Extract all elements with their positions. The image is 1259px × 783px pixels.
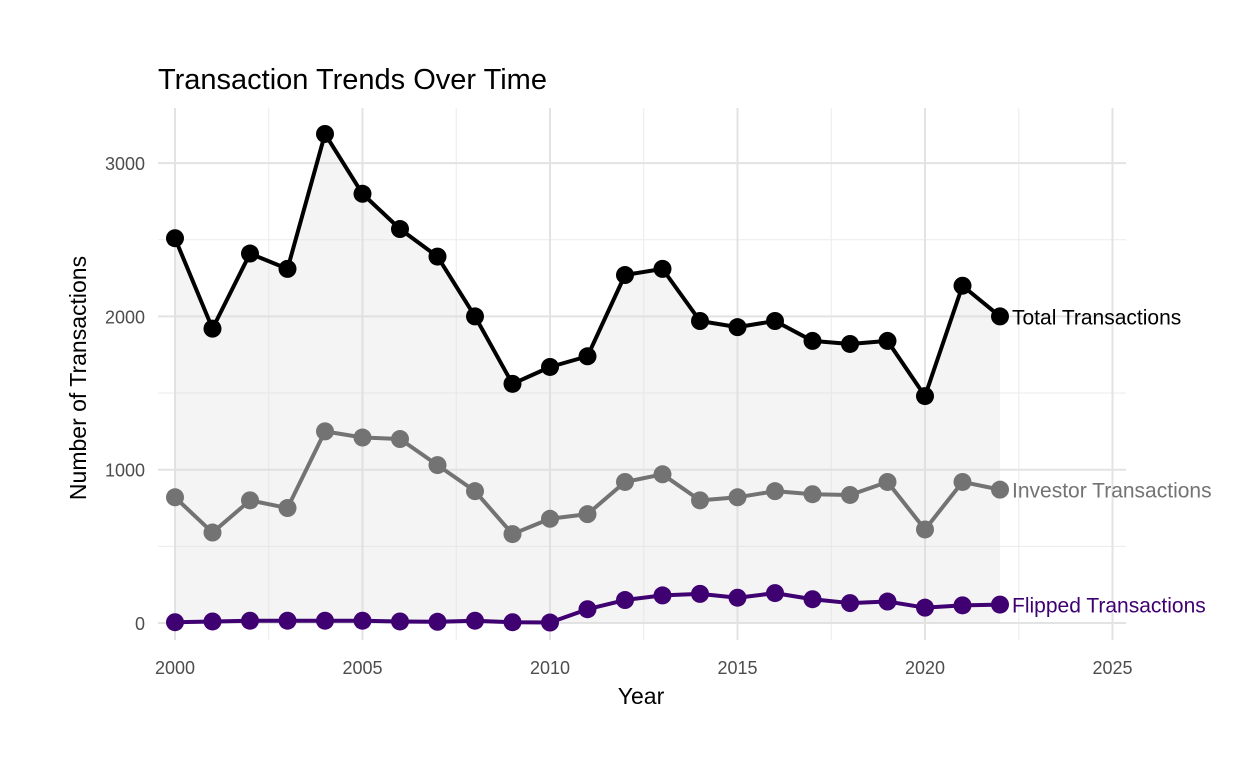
investor-transactions-point — [991, 480, 1009, 499]
total-transactions-series — [166, 124, 1009, 406]
y-tick-label: 1000 — [105, 461, 145, 481]
investor-transactions-point — [728, 488, 747, 507]
total-transactions-point — [916, 387, 934, 406]
total-transactions-point — [766, 311, 784, 330]
flipped-transactions-point — [541, 613, 559, 632]
total-transactions-point — [541, 357, 559, 376]
investor-transactions-point — [916, 520, 934, 539]
total-transactions-label: Total Transactions — [1012, 306, 1181, 329]
y-axis-title: Number of Transactions — [65, 256, 91, 500]
grid — [158, 108, 1126, 640]
flipped-transactions-point — [278, 611, 297, 630]
flipped-transactions-point — [953, 596, 972, 615]
total-transactions-point — [503, 374, 522, 393]
investor-transactions-point — [578, 505, 597, 524]
investor-transactions-point — [203, 523, 222, 542]
total-transactions-point — [466, 307, 484, 326]
x-tick-label: 2025 — [1092, 658, 1132, 678]
investor-transactions-point — [428, 456, 447, 475]
total-transactions-point — [278, 259, 297, 278]
investor-transactions-point — [353, 428, 372, 447]
y-tick-label: 3000 — [105, 154, 145, 174]
flipped-transactions-point — [766, 584, 784, 603]
flipped-transactions-point — [316, 611, 334, 630]
total-transactions-point — [878, 331, 897, 350]
area-layer — [175, 133, 1000, 623]
total-transactions-point — [653, 259, 672, 278]
flipped-transactions-point — [578, 600, 597, 619]
flipped-transactions-point — [391, 612, 409, 631]
x-tick-label: 2010 — [530, 658, 570, 678]
total-transactions-point — [691, 311, 709, 330]
investor-transactions-point — [316, 422, 334, 441]
total-transactions-point — [241, 244, 259, 263]
flipped-transactions-point — [991, 595, 1009, 614]
investor-transactions-point — [653, 465, 672, 484]
x-tick-label: 2000 — [155, 658, 195, 678]
total-transactions-point — [428, 247, 447, 266]
total-transactions-point — [991, 307, 1009, 326]
investor-transactions-point — [541, 509, 559, 528]
investor-transactions-point — [166, 488, 184, 507]
total-transactions-point — [353, 184, 372, 203]
flipped-transactions-point — [466, 611, 484, 630]
investor-transactions-point — [278, 499, 297, 518]
series-layer — [166, 124, 1009, 632]
tick-label-layer: 2000 2005 2010 2015 2020 2025 0 1000 2000 3000 — [105, 154, 1133, 678]
flipped-transactions-point — [203, 612, 222, 631]
investor-transactions-point — [766, 482, 784, 501]
total-transactions-point — [316, 124, 334, 143]
flipped-transactions-point — [241, 611, 259, 630]
flipped-transactions-point — [916, 598, 934, 617]
flipped-transactions-point — [653, 586, 672, 605]
series-label-layer: Total Transactions Investor Transactions F… — [1012, 306, 1212, 617]
investor-transactions-point — [241, 491, 259, 510]
investor-transactions-point — [691, 491, 709, 510]
total-transactions-point — [841, 334, 859, 353]
investor-transactions-point — [391, 430, 409, 449]
investor-transactions-label: Investor Transactions — [1012, 480, 1212, 503]
total-transactions-point — [166, 229, 184, 248]
total-transactions-point — [203, 319, 222, 338]
total-transactions-point — [391, 220, 409, 239]
x-axis-title: Year — [618, 683, 665, 709]
flipped-transactions-point — [616, 591, 634, 610]
flipped-transactions-point — [728, 588, 747, 607]
investor-transactions-point — [616, 472, 634, 491]
chart-title: Transaction Trends Over Time — [158, 64, 547, 96]
flipped-transactions-series — [166, 584, 1009, 632]
flipped-transactions-point — [503, 613, 522, 632]
x-tick-label: 2020 — [905, 658, 945, 678]
total-transactions-point — [728, 318, 747, 337]
investor-transactions-point — [878, 472, 897, 491]
flipped-transactions-point — [691, 584, 709, 603]
investor-transactions-point — [953, 472, 972, 491]
y-tick-label: 0 — [135, 614, 145, 634]
total-transactions-area — [175, 133, 1000, 623]
flipped-transactions-label: Flipped Transactions — [1012, 595, 1206, 618]
x-tick-label: 2005 — [342, 658, 382, 678]
total-transactions-point — [578, 347, 597, 366]
investor-transactions-point — [841, 485, 859, 504]
flipped-transactions-point — [878, 592, 897, 611]
flipped-transactions-point — [841, 594, 859, 613]
investor-transactions-point — [803, 485, 822, 504]
investor-transactions-series — [166, 422, 1009, 544]
investor-transactions-point — [503, 525, 522, 544]
investor-transactions-point — [466, 482, 484, 501]
flipped-transactions-point — [166, 613, 184, 632]
flipped-transactions-point — [353, 611, 372, 630]
y-tick-label: 2000 — [105, 307, 145, 327]
flipped-transactions-point — [428, 612, 447, 631]
total-transactions-point — [616, 266, 634, 285]
total-transactions-point — [803, 331, 822, 350]
total-transactions-point — [953, 276, 972, 295]
x-tick-label: 2015 — [717, 658, 757, 678]
flipped-transactions-point — [803, 590, 822, 609]
